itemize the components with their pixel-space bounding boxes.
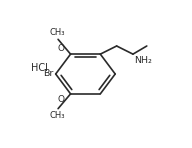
Text: O: O bbox=[58, 44, 65, 53]
Text: CH₃: CH₃ bbox=[49, 111, 65, 120]
Text: O: O bbox=[58, 95, 65, 104]
Text: CH₃: CH₃ bbox=[49, 28, 65, 37]
Text: HCl: HCl bbox=[31, 63, 48, 73]
Text: Br: Br bbox=[43, 69, 53, 78]
Text: NH₂: NH₂ bbox=[134, 56, 152, 65]
